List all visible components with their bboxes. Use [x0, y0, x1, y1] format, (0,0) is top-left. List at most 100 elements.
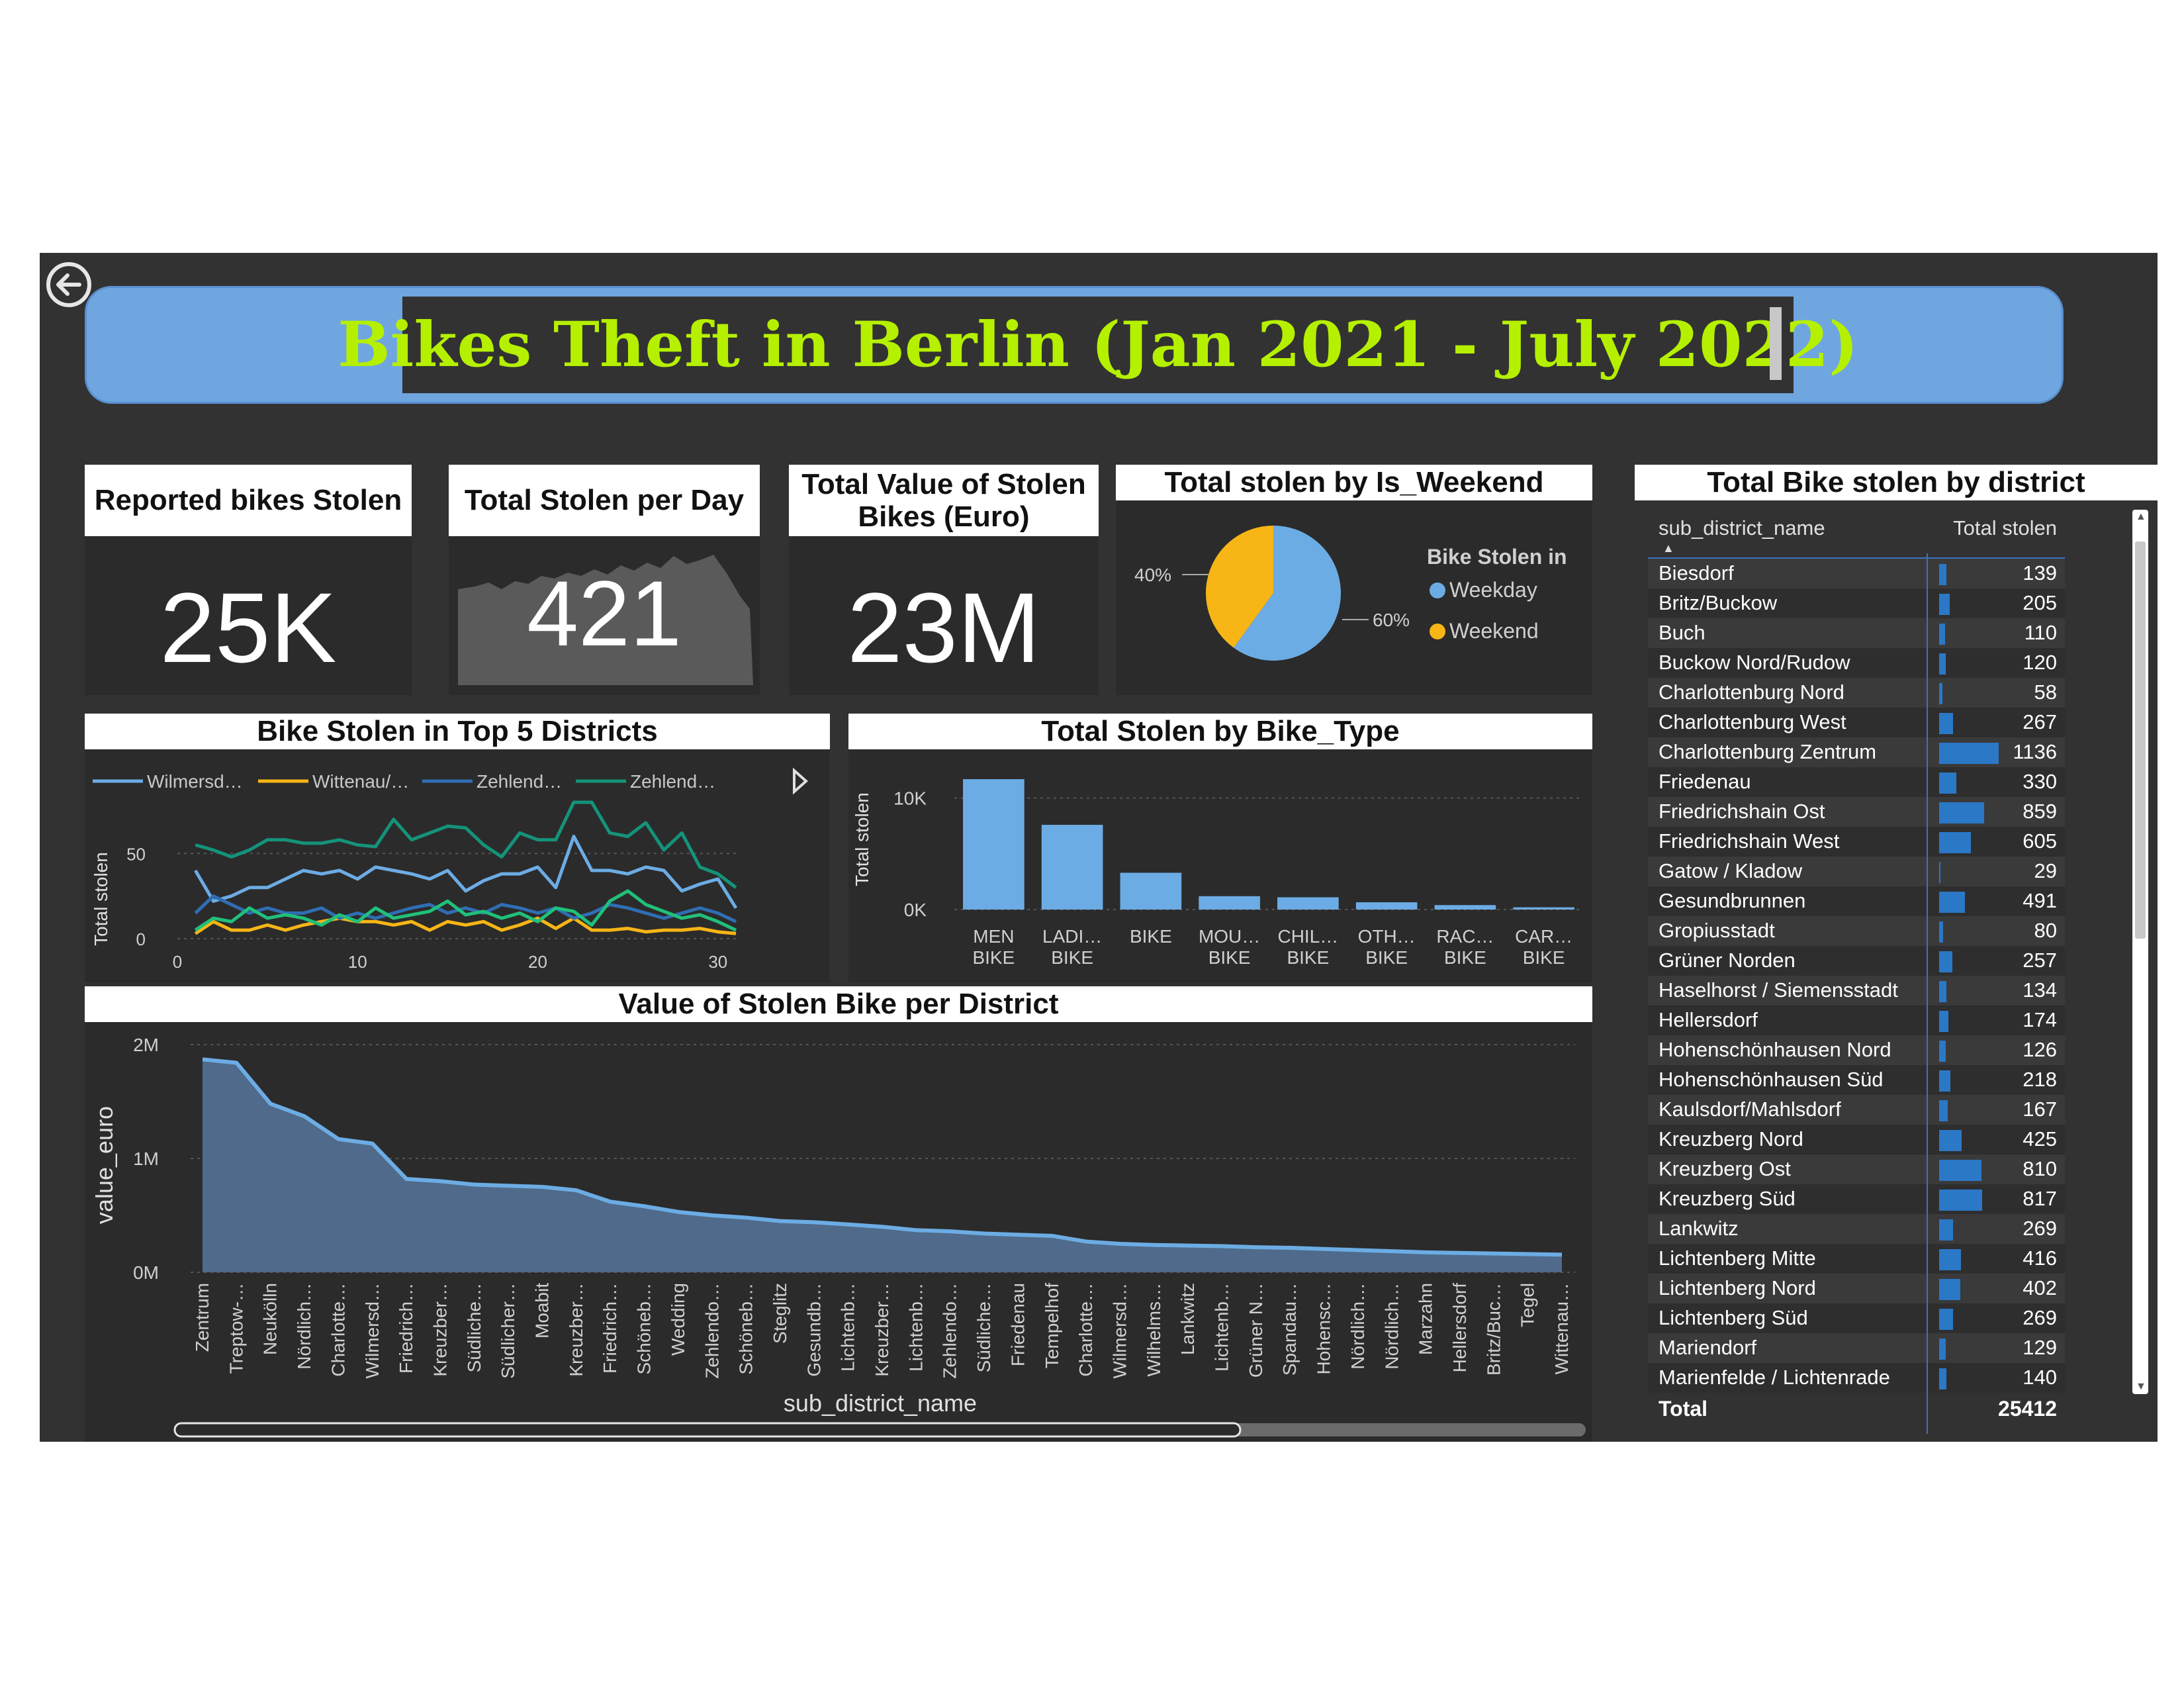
table-row[interactable]: Kaulsdorf/Mahlsdorf 167: [1648, 1095, 2065, 1125]
table-row[interactable]: Friedrichshain West 605: [1648, 827, 2065, 857]
line-title: Bike Stolen in Top 5 Districts: [257, 715, 658, 748]
table-row[interactable]: Gatow / Kladow 29: [1648, 857, 2065, 886]
scroll-up-icon[interactable]: ▲: [2136, 511, 2146, 522]
table-row[interactable]: Friedenau 330: [1648, 767, 2065, 797]
table-scrollbar-thumb[interactable]: [2135, 541, 2146, 939]
table-row[interactable]: Lichtenberg Süd 269: [1648, 1303, 2065, 1333]
pie-slice-weekend[interactable]: [1206, 526, 1273, 648]
table-cell-databar: [1939, 1279, 1960, 1300]
area-category-label: Lankwitz: [1177, 1283, 1198, 1355]
legend-weekday-label[interactable]: Weekday: [1449, 578, 1537, 602]
area-category-label: Treptow-…: [226, 1283, 246, 1374]
table-row[interactable]: Hohenschönhausen Süd 218: [1648, 1065, 2065, 1095]
table-cell-district: Kreuzberg Süd: [1659, 1187, 1796, 1210]
back-arrow-icon[interactable]: [45, 261, 93, 308]
table-body: Biesdorf 139 Britz/Buckow 205 Buch 110 Buckow …: [1648, 559, 2065, 1395]
bar-6[interactable]: [1434, 905, 1496, 910]
bar-category-label: RAC…: [1436, 926, 1494, 947]
table-cell-total: 605: [2023, 829, 2057, 853]
area-category-label: Schöneb…: [634, 1283, 655, 1375]
legend-label-0[interactable]: Wilmersd…: [147, 771, 243, 792]
table-row[interactable]: Kreuzberg Ost 810: [1648, 1154, 2065, 1184]
bar-2[interactable]: [1120, 872, 1182, 910]
legend-label-2[interactable]: Zehlend…: [477, 771, 562, 792]
card-per-day-label: Total Stolen per Day: [464, 484, 745, 517]
legend-label-1[interactable]: Wittenau/…: [312, 771, 409, 792]
table-cell-district: Mariendorf: [1659, 1336, 1757, 1359]
bar-category-label: MEN: [973, 926, 1014, 947]
table-row[interactable]: Lichtenberg Mitte 416: [1648, 1244, 2065, 1274]
card-value-label: Total Value of Stolen Bikes (Euro): [801, 467, 1086, 533]
bar-1[interactable]: [1041, 825, 1103, 910]
table-row[interactable]: Charlottenburg Nord 58: [1648, 678, 2065, 708]
table-cell-databar: [1939, 921, 1944, 943]
scroll-down-icon[interactable]: ▼: [2136, 1381, 2146, 1392]
bar-3[interactable]: [1199, 896, 1260, 910]
line-ylabel: Total stolen: [91, 852, 111, 946]
table-row[interactable]: Gropiusstadt 80: [1648, 916, 2065, 946]
col-district-header[interactable]: sub_district_name: [1659, 516, 1825, 539]
table-row[interactable]: Buch 110: [1648, 618, 2065, 648]
bar-category-label: BIKE: [1287, 947, 1329, 968]
bar-7[interactable]: [1513, 907, 1574, 910]
table-row[interactable]: Marienfelde / Lichtenrade 140: [1648, 1363, 2065, 1393]
bar-5[interactable]: [1355, 902, 1418, 910]
table-cell-databar: [1939, 981, 1946, 1002]
table-row[interactable]: Hellersdorf 174: [1648, 1006, 2065, 1035]
bar-category-label: BIKE: [1130, 926, 1172, 947]
card-value-header: Total Value of Stolen Bikes (Euro): [789, 465, 1099, 536]
table-cell-databar: [1939, 564, 1946, 585]
pie-title: Total stolen by Is_Weekend: [1164, 466, 1544, 499]
bar-4[interactable]: [1277, 897, 1339, 910]
table-row[interactable]: Lankwitz 269: [1648, 1214, 2065, 1244]
area-category-label: Steglitz: [770, 1283, 790, 1344]
card-per-day-value: 421: [527, 561, 682, 665]
col-total-header[interactable]: Total stolen: [1953, 516, 2057, 539]
table-row[interactable]: Haselhorst / Siemensstadt 134: [1648, 976, 2065, 1006]
table-cell-district: Hohenschönhausen Süd: [1659, 1068, 1884, 1091]
line-series-0[interactable]: [194, 835, 738, 909]
card-reported-label: Reported bikes Stolen: [94, 484, 402, 517]
line-chart: Wilmersd… Wittenau/… Zehlend… Zehlend… 0 50 0…: [91, 767, 809, 972]
legend-label-3[interactable]: Zehlend…: [630, 771, 715, 792]
table-row[interactable]: Charlottenburg West 267: [1648, 708, 2065, 737]
table-cell-total: 491: [2023, 889, 2057, 912]
table-cell-databar: [1939, 802, 1985, 823]
line-header: Bike Stolen in Top 5 Districts: [85, 714, 830, 749]
table-row[interactable]: Kreuzberg Nord 425: [1648, 1125, 2065, 1154]
table-row[interactable]: Mariendorf 129: [1648, 1333, 2065, 1363]
table-row[interactable]: Friedrichshain Ost 859: [1648, 797, 2065, 827]
table-row[interactable]: Britz/Buckow 205: [1648, 588, 2065, 618]
pie-header: Total stolen by Is_Weekend: [1116, 465, 1592, 500]
line-series-4[interactable]: [194, 889, 737, 932]
table-row[interactable]: Gesundbrunnen 491: [1648, 886, 2065, 916]
table-row[interactable]: Lichtenberg Nord 402: [1648, 1274, 2065, 1303]
area-category-label: Lichtenb…: [905, 1283, 926, 1372]
line-series-2[interactable]: [194, 894, 737, 923]
legend-next-icon[interactable]: [793, 767, 809, 795]
area-line[interactable]: [202, 1057, 1563, 1257]
legend-weekend-label[interactable]: Weekend: [1449, 619, 1539, 643]
bar-0[interactable]: [963, 779, 1024, 910]
pie-slice-weekday[interactable]: [1234, 526, 1341, 661]
table-row[interactable]: Kreuzberg Süd 817: [1648, 1184, 2065, 1214]
table-row[interactable]: Buckow Nord/Rudow 120: [1648, 648, 2065, 678]
area-scrollbar-thumb[interactable]: [173, 1422, 1242, 1438]
pie-weekend-percent: 40%: [1134, 565, 1171, 585]
table-row[interactable]: Hohenschönhausen Nord 126: [1648, 1035, 2065, 1065]
table-scrollbar-track[interactable]: ▲ ▼: [2132, 510, 2148, 1394]
table-total-row: Total 25412: [1648, 1395, 2065, 1426]
line-series-1[interactable]: [194, 916, 737, 935]
area-fill: [203, 1059, 1562, 1272]
table-cell-district: Hohenschönhausen Nord: [1659, 1038, 1891, 1061]
line-series-3[interactable]: [195, 800, 737, 889]
table-row[interactable]: Grüner Norden 257: [1648, 946, 2065, 976]
bar-ytick: 10K: [893, 788, 927, 809]
table-cell-district: Lichtenberg Nord: [1659, 1276, 1816, 1299]
area-title: Value of Stolen Bike per District: [618, 988, 1059, 1021]
table-cell-district: Lankwitz: [1659, 1217, 1739, 1240]
table-row[interactable]: Charlottenburg Zentrum 1136: [1648, 737, 2065, 767]
table-header: Total Bike stolen by district: [1635, 465, 2158, 500]
table-cell-district: Marienfelde / Lichtenrade: [1659, 1366, 1890, 1389]
table-row[interactable]: Biesdorf 139: [1648, 559, 2065, 588]
